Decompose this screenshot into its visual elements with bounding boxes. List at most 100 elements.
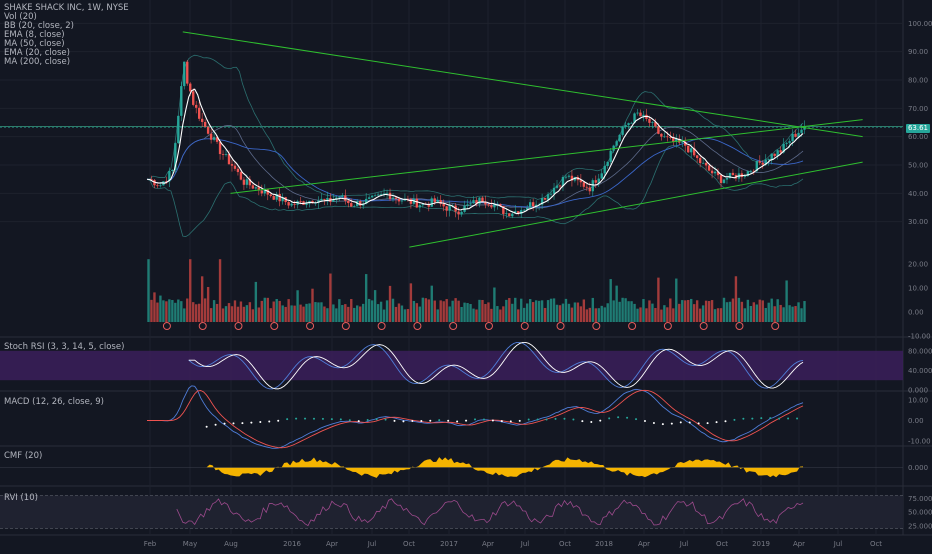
candle-body: [421, 203, 425, 206]
x-tick-label: Oct: [870, 540, 882, 548]
volume-bar: [528, 299, 532, 322]
volume-bar: [388, 285, 392, 322]
volume-bar: [654, 308, 657, 322]
macd-histogram-dot: [438, 419, 441, 422]
volume-bar: [713, 309, 717, 322]
volume-bar: [311, 288, 314, 322]
volume-bar: [552, 298, 556, 322]
macd-histogram-dot: [375, 418, 378, 421]
candle-body: [224, 154, 228, 155]
volume-bar: [484, 304, 487, 322]
candle-body: [794, 133, 797, 137]
macd-histogram-dot: [751, 417, 754, 420]
macd-histogram-dot: [456, 420, 459, 423]
x-tick-label: Aug: [224, 540, 238, 548]
candle-body: [746, 171, 750, 177]
volume-bar: [561, 303, 565, 322]
volume-bar: [782, 307, 785, 322]
macd-histogram-dot: [491, 419, 494, 422]
candle-body: [487, 204, 490, 206]
candle-body: [752, 170, 756, 172]
volume-bar: [475, 309, 478, 322]
volume-bar: [430, 285, 433, 322]
candle-body: [642, 114, 645, 117]
earnings-marker: [699, 322, 708, 330]
candle-body: [221, 154, 225, 155]
volume-bar: [183, 308, 186, 322]
candle-body: [212, 137, 216, 140]
volume-bar: [701, 305, 705, 322]
macd-histogram-dot: [205, 425, 208, 428]
candle-body: [370, 195, 374, 198]
candle-body: [353, 206, 356, 207]
candle-body: [526, 207, 529, 210]
volume-bar: [636, 308, 639, 322]
volume-bar: [508, 298, 511, 322]
macd-histogram-dot: [572, 418, 575, 421]
candle-body: [669, 137, 672, 138]
y-tick-label: 50.000: [908, 509, 932, 517]
earnings-marker: [771, 322, 780, 330]
candle-body: [570, 175, 574, 181]
macd-histogram-dot: [295, 417, 298, 420]
candle-body: [651, 122, 654, 123]
volume-bar: [499, 309, 502, 322]
candle-body: [585, 186, 589, 188]
volume-bar: [621, 297, 624, 322]
volume-bar: [698, 308, 702, 322]
volume-bar: [666, 307, 669, 322]
volume-bar: [394, 306, 398, 322]
macd-histogram-dot: [527, 418, 530, 421]
candle-body: [546, 194, 550, 200]
candle-body: [400, 200, 404, 202]
volume-bar: [764, 307, 767, 322]
candle-body: [376, 194, 380, 196]
x-tick-label: Apr: [793, 540, 805, 548]
volume-bar: [537, 300, 541, 322]
macd-histogram-dot: [250, 421, 253, 424]
earnings-marker: [198, 322, 207, 330]
y-tick-label: 20.00: [908, 261, 928, 269]
candle-body: [275, 193, 278, 200]
macd-histogram-dot: [554, 417, 557, 420]
y-tick-label: 90.00: [908, 48, 928, 56]
candle-body: [594, 180, 597, 183]
macd-histogram-dot: [411, 419, 414, 422]
candle-body: [681, 141, 684, 143]
volume-bar: [445, 299, 448, 322]
volume-bar: [687, 300, 690, 322]
symbol-title: SHAKE SHACK INC, 1W, NYSE: [4, 3, 129, 13]
candle-body: [779, 150, 782, 153]
volume-bar: [180, 301, 183, 322]
volume-bar: [376, 304, 380, 322]
earnings-marker: [377, 322, 386, 330]
candle-body: [203, 121, 207, 127]
macd-histogram-dot: [742, 417, 745, 420]
candle-body: [505, 213, 508, 215]
candle-body: [517, 211, 520, 215]
volume-bar: [367, 298, 371, 322]
volume-bar: [740, 301, 744, 322]
candle-body: [791, 133, 794, 142]
candle-body: [341, 195, 344, 197]
volume-bar: [579, 306, 583, 322]
candle-body: [478, 197, 481, 205]
candle-body: [436, 200, 439, 203]
volume-bar: [156, 302, 159, 322]
macd-histogram-dot: [330, 418, 333, 421]
macd-histogram-dot: [652, 421, 655, 424]
volume-bar: [192, 302, 195, 322]
volume-bar: [406, 309, 410, 322]
candle-body: [624, 125, 627, 127]
legend-bb: BB (20, close, 2): [4, 21, 74, 31]
candle-body: [338, 196, 341, 198]
volume-bar: [370, 300, 374, 322]
candle-body: [484, 201, 487, 205]
volume-bar: [177, 299, 180, 322]
macd-histogram-dot: [304, 417, 307, 420]
macd-histogram-dot: [268, 420, 271, 423]
candle-body: [704, 162, 708, 166]
volume-bar: [576, 302, 580, 322]
